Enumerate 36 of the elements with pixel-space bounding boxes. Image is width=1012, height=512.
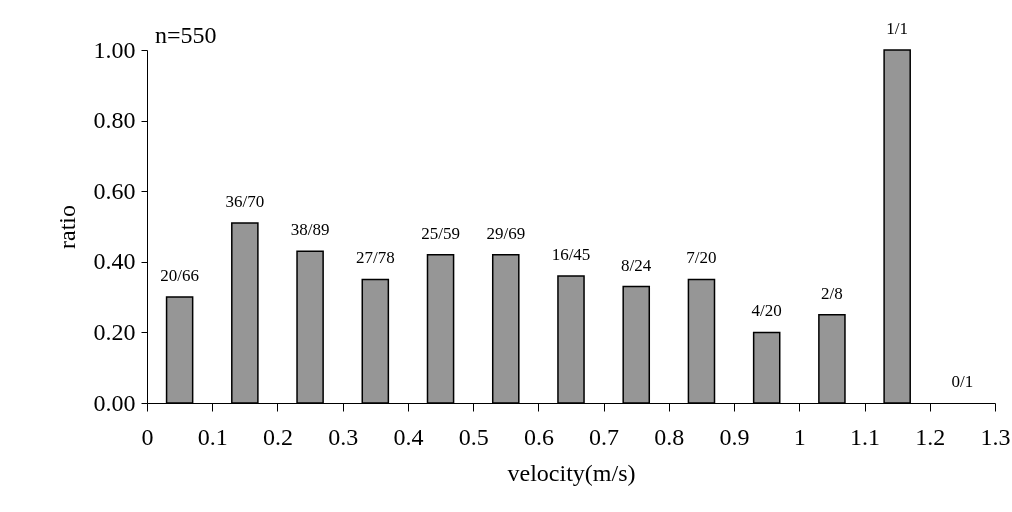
data-label: 36/70 <box>225 191 265 211</box>
data-label: 4/20 <box>751 301 782 321</box>
x-tick-label: 0.7 <box>589 423 620 450</box>
x-tick-label: 1.1 <box>850 423 881 450</box>
data-label: 7/20 <box>686 248 717 268</box>
data-label: 20/66 <box>160 266 199 286</box>
x-tick-label: 0 <box>141 423 154 450</box>
x-tick-label: 1.2 <box>915 423 946 450</box>
y-tick-label: 0.00 <box>93 389 136 416</box>
y-tick-label: 0.80 <box>93 107 136 134</box>
x-tick-label: 0.1 <box>197 423 228 450</box>
x-tick-label: 0.5 <box>458 423 489 450</box>
x-tick-label: 1 <box>793 423 806 450</box>
data-label: 27/78 <box>355 248 395 268</box>
x-tick-label: 0.2 <box>262 423 293 450</box>
data-label: 2/8 <box>821 283 843 303</box>
y-tick-label: 0.40 <box>93 248 136 275</box>
data-label: 16/45 <box>551 244 591 264</box>
data-label: 29/69 <box>486 223 526 243</box>
x-tick-label: 0.9 <box>719 423 750 450</box>
y-tick-label: 0.20 <box>93 318 136 345</box>
y-tick-label: 1.00 <box>93 36 136 63</box>
x-tick-label: 0.3 <box>328 423 359 450</box>
data-label: 1/1 <box>886 19 909 38</box>
x-axis-title: velocity(m/s) <box>507 459 636 486</box>
x-tick-label: 1.3 <box>980 423 1011 450</box>
y-tick-label: 0.60 <box>93 177 136 204</box>
text: n=550 <box>155 22 217 48</box>
y-axis-title: ratio <box>53 205 80 249</box>
data-label: 8/24 <box>621 255 652 275</box>
x-tick-label: 0.4 <box>393 423 424 450</box>
x-tick-label: 0.8 <box>654 423 685 450</box>
x-tick-label: 0.6 <box>523 423 554 450</box>
data-label: 25/59 <box>421 223 460 243</box>
data-label: 38/89 <box>290 220 330 240</box>
data-label: 0/1 <box>951 372 974 391</box>
